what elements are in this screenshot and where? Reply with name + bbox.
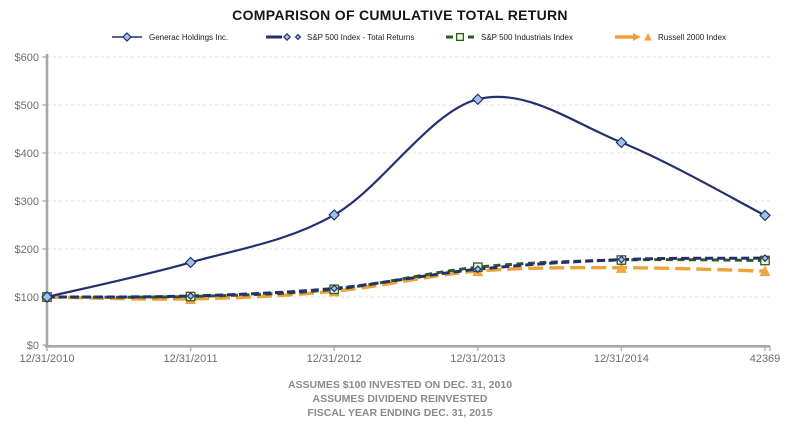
sp500-total-returns-line-icon [266, 32, 302, 42]
data-point-marker [615, 136, 628, 149]
y-tick-label: $100 [15, 292, 39, 304]
data-point-marker [330, 284, 339, 293]
x-tick-label: 12/31/2014 [594, 353, 649, 365]
data-point-marker [759, 265, 771, 277]
legend-label-sp500-total-returns: S&P 500 Index - Total Returns [307, 32, 415, 42]
series-markers-s-p-500-index-total-returns [42, 254, 770, 302]
legend-arrow [633, 33, 641, 41]
legend-item-russell-2000: Russell 2000 Index [615, 30, 726, 44]
legend-item-sp500-total-returns: S&P 500 Index - Total Returns [266, 30, 414, 44]
footnote-line-1: ASSUMES $100 INVESTED ON DEC. 31, 2010 [287, 379, 513, 391]
series-line-s-p-500-industrials-index [46, 258, 766, 299]
y-tick-label: $500 [15, 100, 39, 112]
chart-title: COMPARISON OF CUMULATIVE TOTAL RETURN [232, 7, 568, 23]
series-markers-generac-holdings-inc [41, 93, 771, 303]
y-tick-label: $0 [27, 340, 39, 352]
data-point-marker [41, 291, 53, 303]
legend-item-sp500-industrials: S&P 500 Industrials Index [446, 30, 573, 44]
legend-item-generac: Generac Holdings Inc. [112, 30, 228, 44]
data-point-marker [644, 32, 652, 41]
y-tick-label: $600 [15, 52, 39, 64]
data-point-marker [759, 209, 771, 222]
x-tick-label: 12/31/2011 [163, 353, 217, 365]
footnote-line-3: FISCAL YEAR ENDING DEC. 31, 2015 [307, 407, 493, 419]
series-line-generac-holdings-inc [46, 95, 766, 299]
data-point-marker [617, 255, 626, 264]
data-point-marker [760, 254, 770, 263]
x-tick-label: 12/31/2012 [307, 353, 362, 365]
chart-legend: Generac Holdings Inc. S&P 500 Index - To… [0, 30, 800, 46]
y-tick-label: $400 [15, 148, 39, 160]
series-line-russell-2000-index [46, 265, 766, 301]
y-tick-label: $300 [15, 196, 39, 208]
russell-2000-line-icon [615, 32, 652, 41]
data-point-marker [122, 32, 132, 42]
legend-label-sp500-industrials: S&P 500 Industrials Index [481, 32, 573, 42]
x-tick-label: 42369 [750, 353, 781, 365]
x-tick-label: 12/31/2013 [450, 353, 505, 365]
data-point-marker [455, 32, 465, 42]
y-tick-label: $200 [15, 244, 39, 256]
series-line-s-p-500-index-total-returns [46, 256, 766, 299]
sp500-industrials-line-icon [446, 32, 474, 42]
data-point-marker [473, 265, 482, 274]
legend-label-russell-2000: Russell 2000 Index [658, 32, 727, 42]
footnote-line-2: ASSUMES DIVIDEND REINVESTED [312, 393, 488, 405]
x-tick-label: 12/31/2010 [19, 353, 74, 365]
data-point-marker [615, 262, 627, 273]
data-point-marker [184, 256, 197, 269]
data-point-marker [282, 32, 292, 42]
data-point-marker [328, 209, 341, 221]
data-point-marker [186, 291, 195, 301]
data-point-marker [471, 93, 484, 106]
data-point-marker [294, 33, 302, 41]
generac-line-icon [112, 32, 142, 42]
legend-label-generac: Generac Holdings Inc. [149, 32, 229, 42]
